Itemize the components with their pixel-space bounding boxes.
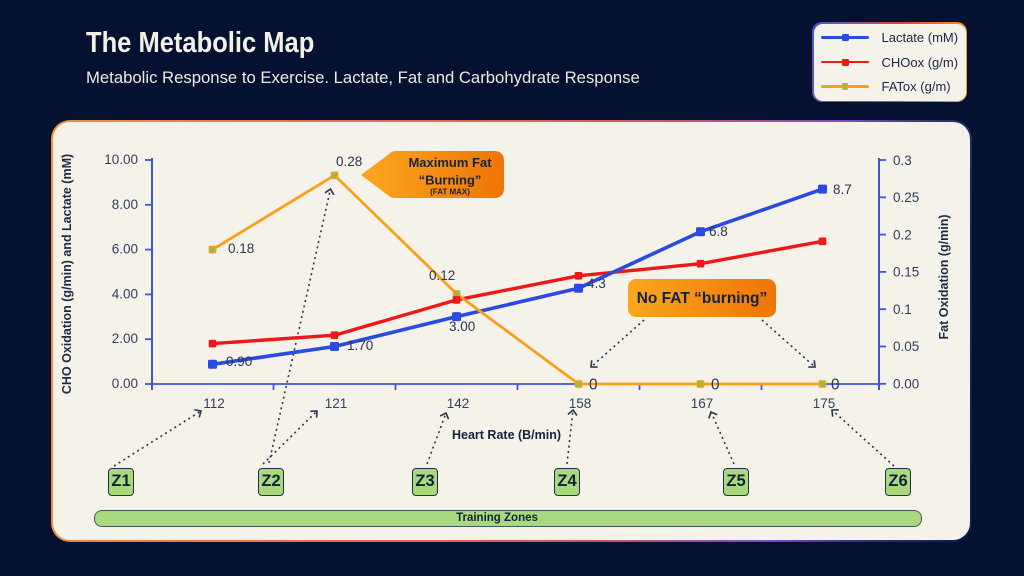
svg-text:0.12: 0.12 [429,268,455,283]
svg-text:0.18: 0.18 [228,241,254,256]
svg-text:(FAT MAX): (FAT MAX) [430,188,470,197]
svg-text:175: 175 [813,396,836,411]
svg-text:0.05: 0.05 [893,339,919,354]
svg-text:8.00: 8.00 [112,197,138,212]
svg-text:0: 0 [831,377,840,394]
svg-text:3.00: 3.00 [449,319,475,334]
svg-text:0.90: 0.90 [226,354,252,369]
svg-text:142: 142 [447,396,470,411]
svg-text:No FAT “burning”: No FAT “burning” [637,290,768,307]
svg-text:158: 158 [569,396,592,411]
svg-text:112: 112 [203,396,225,411]
svg-text:6.8: 6.8 [709,224,728,239]
svg-text:2.00: 2.00 [112,331,138,346]
svg-text:1.70: 1.70 [347,338,373,353]
svg-text:0: 0 [711,377,720,394]
svg-text:0.1: 0.1 [893,302,912,317]
svg-text:8.7: 8.7 [833,182,852,197]
svg-text:167: 167 [691,396,714,411]
svg-text:121: 121 [325,396,348,411]
svg-text:0.00: 0.00 [112,376,138,391]
svg-text:0.15: 0.15 [893,265,919,280]
svg-text:CHO Oxidation (g/min) and Lact: CHO Oxidation (g/min) and Lactate (mM) [60,154,74,394]
svg-text:0.00: 0.00 [893,377,919,392]
svg-text:0.3: 0.3 [893,153,912,168]
svg-text:“Burning”: “Burning” [419,173,482,188]
svg-text:Fat Oxidation (g/min): Fat Oxidation (g/min) [937,215,951,340]
svg-text:10.00: 10.00 [104,152,138,167]
svg-text:0.2: 0.2 [893,227,912,242]
svg-text:Maximum Fat: Maximum Fat [408,155,492,170]
svg-text:4.3: 4.3 [587,276,606,291]
svg-text:0.25: 0.25 [893,190,919,205]
svg-text:0.28: 0.28 [336,154,362,169]
svg-text:4.00: 4.00 [112,286,138,301]
svg-text:6.00: 6.00 [112,242,138,257]
svg-text:0: 0 [589,377,598,394]
